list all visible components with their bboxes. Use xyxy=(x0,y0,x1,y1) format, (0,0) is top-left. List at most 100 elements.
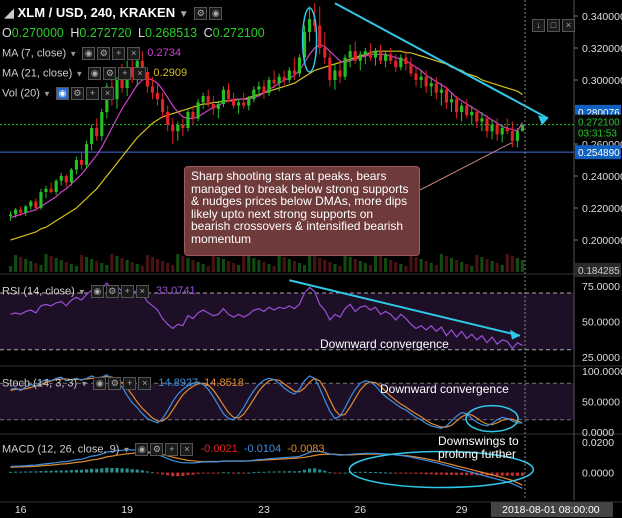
chevron-down-icon[interactable]: ▼ xyxy=(77,287,86,297)
stoch-legend[interactable]: Stoch (14, 3, 3) ▼ ◉ ⚙ + × 14.8927 14.8518 xyxy=(2,377,244,390)
macd-histogram-bar xyxy=(252,472,256,474)
volume-bar xyxy=(74,266,78,272)
ma21-label: MA (21, close) xyxy=(2,67,73,80)
macd-histogram-bar xyxy=(389,472,393,474)
y-tick-label: 0.200000 xyxy=(582,235,622,247)
candle-body xyxy=(439,89,443,93)
eye-icon[interactable]: ◉ xyxy=(88,67,102,80)
ma7-legend[interactable]: MA (7, close) ▼ ◉ ⚙ + × 0.2734 xyxy=(2,47,181,60)
close-icon[interactable]: × xyxy=(133,67,147,80)
y-tick-label: 0.300000 xyxy=(582,75,622,87)
candle-body xyxy=(515,131,519,141)
candle-body xyxy=(252,89,256,100)
settings-icon[interactable]: ⚙ xyxy=(70,87,84,100)
chevron-down-icon[interactable]: ▼ xyxy=(75,69,84,79)
candle-body xyxy=(120,80,124,88)
add-icon[interactable]: + xyxy=(112,47,126,60)
candle-body xyxy=(358,54,362,61)
settings-icon[interactable]: ⚙ xyxy=(103,67,117,80)
chevron-down-icon[interactable]: ▼ xyxy=(178,9,189,20)
eye-icon[interactable]: ◉ xyxy=(82,47,96,60)
volume-legend[interactable]: Vol (20) ▼ ◉ ⚙ + × xyxy=(2,87,114,100)
chevron-down-icon[interactable]: ▼ xyxy=(80,379,89,389)
macd-histogram-bar xyxy=(24,471,28,473)
eye-icon[interactable]: ◉ xyxy=(93,377,107,390)
volume-bar xyxy=(287,259,291,272)
candle-body xyxy=(368,51,372,58)
volume-bar xyxy=(333,264,337,272)
move-down-icon[interactable]: ↓ xyxy=(532,19,545,33)
macd-histogram-bar xyxy=(110,468,114,473)
macd-histogram-bar xyxy=(216,472,220,474)
close-icon[interactable]: × xyxy=(100,87,114,100)
collapse-icon[interactable]: ◢ xyxy=(4,5,14,20)
close-pane-icon[interactable]: × xyxy=(562,19,575,33)
chevron-down-icon[interactable]: ▼ xyxy=(42,89,51,99)
candle-body xyxy=(226,89,231,100)
close-icon[interactable]: × xyxy=(135,285,149,298)
candle-body xyxy=(19,209,23,213)
symbol-title[interactable]: XLM / USD, 240, KRAKEN xyxy=(17,5,176,20)
rsi-legend[interactable]: RSI (14, close) ▼ ◉ ⚙ + × 33.0741 xyxy=(2,285,196,298)
add-icon[interactable]: + xyxy=(165,443,179,456)
volume-bar xyxy=(368,265,372,272)
macd-histogram-bar xyxy=(247,472,251,474)
current-price-tag: 0.272100 xyxy=(578,118,620,129)
candle-body xyxy=(171,124,175,132)
macd-label: MACD (12, 26, close, 9) xyxy=(2,443,120,456)
maximize-icon[interactable]: □ xyxy=(547,19,560,33)
candle-body xyxy=(409,64,413,74)
add-icon[interactable]: + xyxy=(118,67,132,80)
settings-icon[interactable]: ⚙ xyxy=(150,443,164,456)
stoch-highlight xyxy=(465,404,519,433)
add-icon[interactable]: + xyxy=(120,285,134,298)
macd-histogram-bar xyxy=(460,472,464,476)
chevron-down-icon[interactable]: ▼ xyxy=(122,445,131,455)
volume-bar xyxy=(44,254,48,272)
rsi-band xyxy=(0,293,574,350)
settings-icon[interactable]: ⚙ xyxy=(97,47,111,60)
volume-bar xyxy=(135,264,139,272)
candle-body xyxy=(399,57,403,68)
volume-bar xyxy=(328,262,332,272)
close-icon[interactable]: × xyxy=(127,47,141,60)
candle-body xyxy=(480,118,484,122)
eye-icon[interactable]: ◉ xyxy=(55,87,69,100)
macd-histogram-bar xyxy=(135,469,139,473)
close-icon[interactable]: × xyxy=(180,443,194,456)
add-icon[interactable]: + xyxy=(123,377,137,390)
macd-legend[interactable]: MACD (12, 26, close, 9) ▼ ◉ ⚙ + × -0.0021 -… xyxy=(2,443,325,456)
add-icon[interactable]: + xyxy=(85,87,99,100)
volume-bar xyxy=(404,266,408,272)
eye-icon[interactable]: ◉ xyxy=(90,285,104,298)
candle-body xyxy=(69,169,73,183)
settings-icon[interactable]: ⚙ xyxy=(108,377,122,390)
ma7-label: MA (7, close) xyxy=(2,47,67,60)
ma21-legend[interactable]: MA (21, close) ▼ ◉ ⚙ + × 0.2909 xyxy=(2,67,187,80)
macd-histogram-bar xyxy=(444,472,449,475)
pane-controls[interactable]: ↓ □ × xyxy=(530,18,575,33)
settings-icon[interactable]: ⚙ xyxy=(194,7,208,21)
macd-histogram-bar xyxy=(140,470,144,473)
candle-body xyxy=(54,180,58,192)
candle-body xyxy=(429,83,433,87)
volume-bar xyxy=(358,261,362,272)
eye-icon[interactable]: ◉ xyxy=(135,443,149,456)
eye-icon[interactable]: ◉ xyxy=(209,7,223,21)
volume-bar xyxy=(59,260,63,272)
volume-bar xyxy=(237,265,241,272)
candle-body xyxy=(444,89,449,103)
candle-body xyxy=(39,192,43,208)
symbol-title-row[interactable]: ◢ XLM / USD, 240, KRAKEN ▼ ⚙ ◉ xyxy=(4,5,223,21)
open-value: 0.270000 xyxy=(11,26,64,40)
candle-body xyxy=(434,83,438,93)
volume-bar xyxy=(455,260,459,272)
volume-bar xyxy=(297,263,302,272)
settings-icon[interactable]: ⚙ xyxy=(105,285,119,298)
chevron-down-icon[interactable]: ▼ xyxy=(69,49,78,59)
macd-histogram-bar xyxy=(373,471,378,473)
candle-body xyxy=(470,112,474,116)
close-icon[interactable]: × xyxy=(138,377,152,390)
volume-bar xyxy=(191,260,195,272)
volume-bar xyxy=(424,261,428,272)
